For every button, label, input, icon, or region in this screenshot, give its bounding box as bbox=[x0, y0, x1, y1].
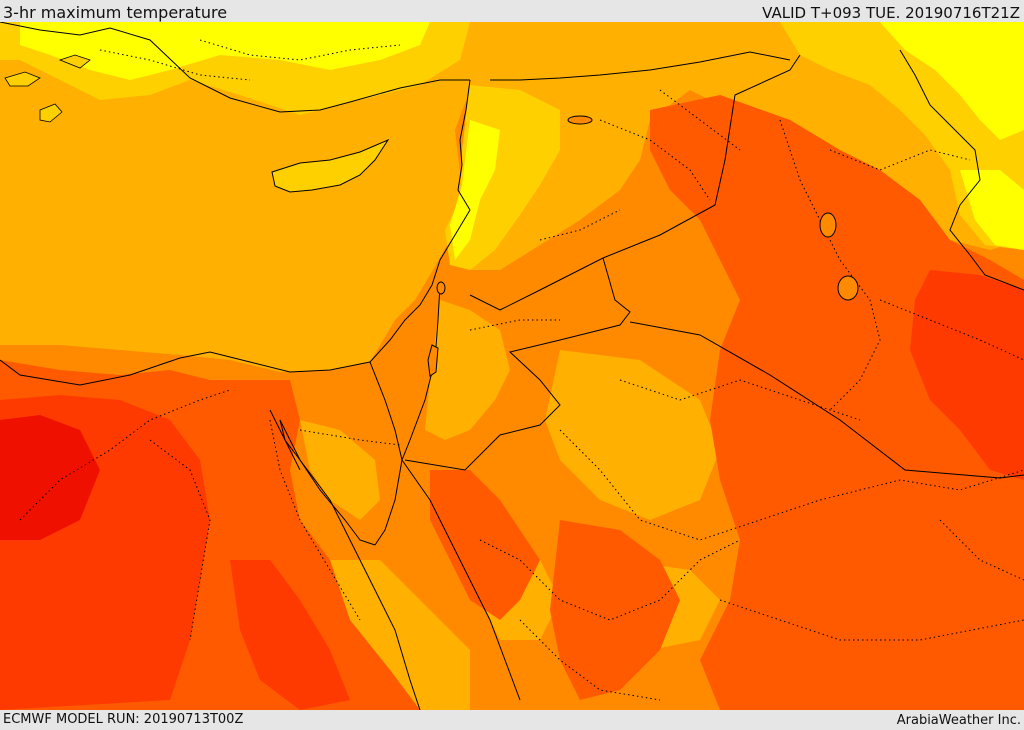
field-mediterranean bbox=[0, 22, 470, 372]
lake-habbaniyah bbox=[837, 275, 859, 301]
model-run-label: ECMWF MODEL RUN: 20190713T00Z bbox=[3, 712, 244, 727]
border-iraq-iran bbox=[899, 49, 1024, 291]
coast-gulf-suez bbox=[269, 409, 301, 471]
border-jordan-syria-iraq bbox=[469, 257, 604, 311]
land-cyprus bbox=[271, 138, 390, 193]
field-light-orange-jordan bbox=[425, 300, 510, 440]
border-jordan-israel bbox=[401, 284, 441, 461]
coast-egypt-north bbox=[0, 351, 371, 386]
field-yellow-turkey bbox=[20, 22, 430, 80]
field-light-orange-sinai bbox=[300, 420, 380, 520]
coast-levant bbox=[369, 79, 471, 363]
border-syria-iraq bbox=[602, 54, 801, 259]
valid-time-label: VALID T+093 TUE. 20190716T21Z bbox=[762, 4, 1020, 22]
coast-gulf-aqaba bbox=[374, 459, 403, 546]
credit-label: ArabiaWeather Inc. bbox=[896, 713, 1021, 728]
temperature-map[interactable] bbox=[0, 22, 1024, 710]
coast-turkey-south bbox=[0, 22, 470, 113]
field-light-orange-arabia bbox=[545, 350, 720, 520]
footer-bar: ECMWF MODEL RUN: 20190713T00Z ArabiaWeat… bbox=[0, 710, 1024, 729]
province-borders bbox=[19, 39, 1024, 701]
field-light-orange-redsea bbox=[330, 560, 470, 710]
aegean-islands bbox=[4, 54, 91, 123]
country-borders bbox=[0, 22, 1024, 710]
lake-assad bbox=[567, 115, 593, 125]
lake-tharthar bbox=[819, 212, 837, 238]
field-red-orange-redsea-coast bbox=[230, 560, 350, 710]
field-yellow-east bbox=[880, 22, 1024, 140]
inland-waters bbox=[427, 115, 859, 377]
border-jordan-saudi bbox=[404, 257, 631, 471]
coast-red-sea-east bbox=[401, 459, 521, 701]
border-turkey-syria bbox=[490, 51, 791, 81]
field-yellow-lebanon bbox=[450, 120, 500, 260]
field-dark-orange-hejaz bbox=[430, 470, 540, 620]
dead-sea bbox=[427, 344, 439, 377]
map-title: 3-hr maximum temperature bbox=[3, 3, 228, 22]
field-yellow-zagros bbox=[960, 170, 1024, 250]
coast-sinai-west bbox=[279, 419, 421, 710]
field-red-west bbox=[0, 415, 100, 540]
sea-of-galilee bbox=[436, 281, 446, 295]
field-dark-orange-najd bbox=[550, 520, 680, 700]
field-red-orange-iran bbox=[910, 270, 1024, 480]
map-canvas bbox=[0, 22, 1024, 710]
header-bar: 3-hr maximum temperature VALID T+093 TUE… bbox=[0, 0, 1024, 22]
